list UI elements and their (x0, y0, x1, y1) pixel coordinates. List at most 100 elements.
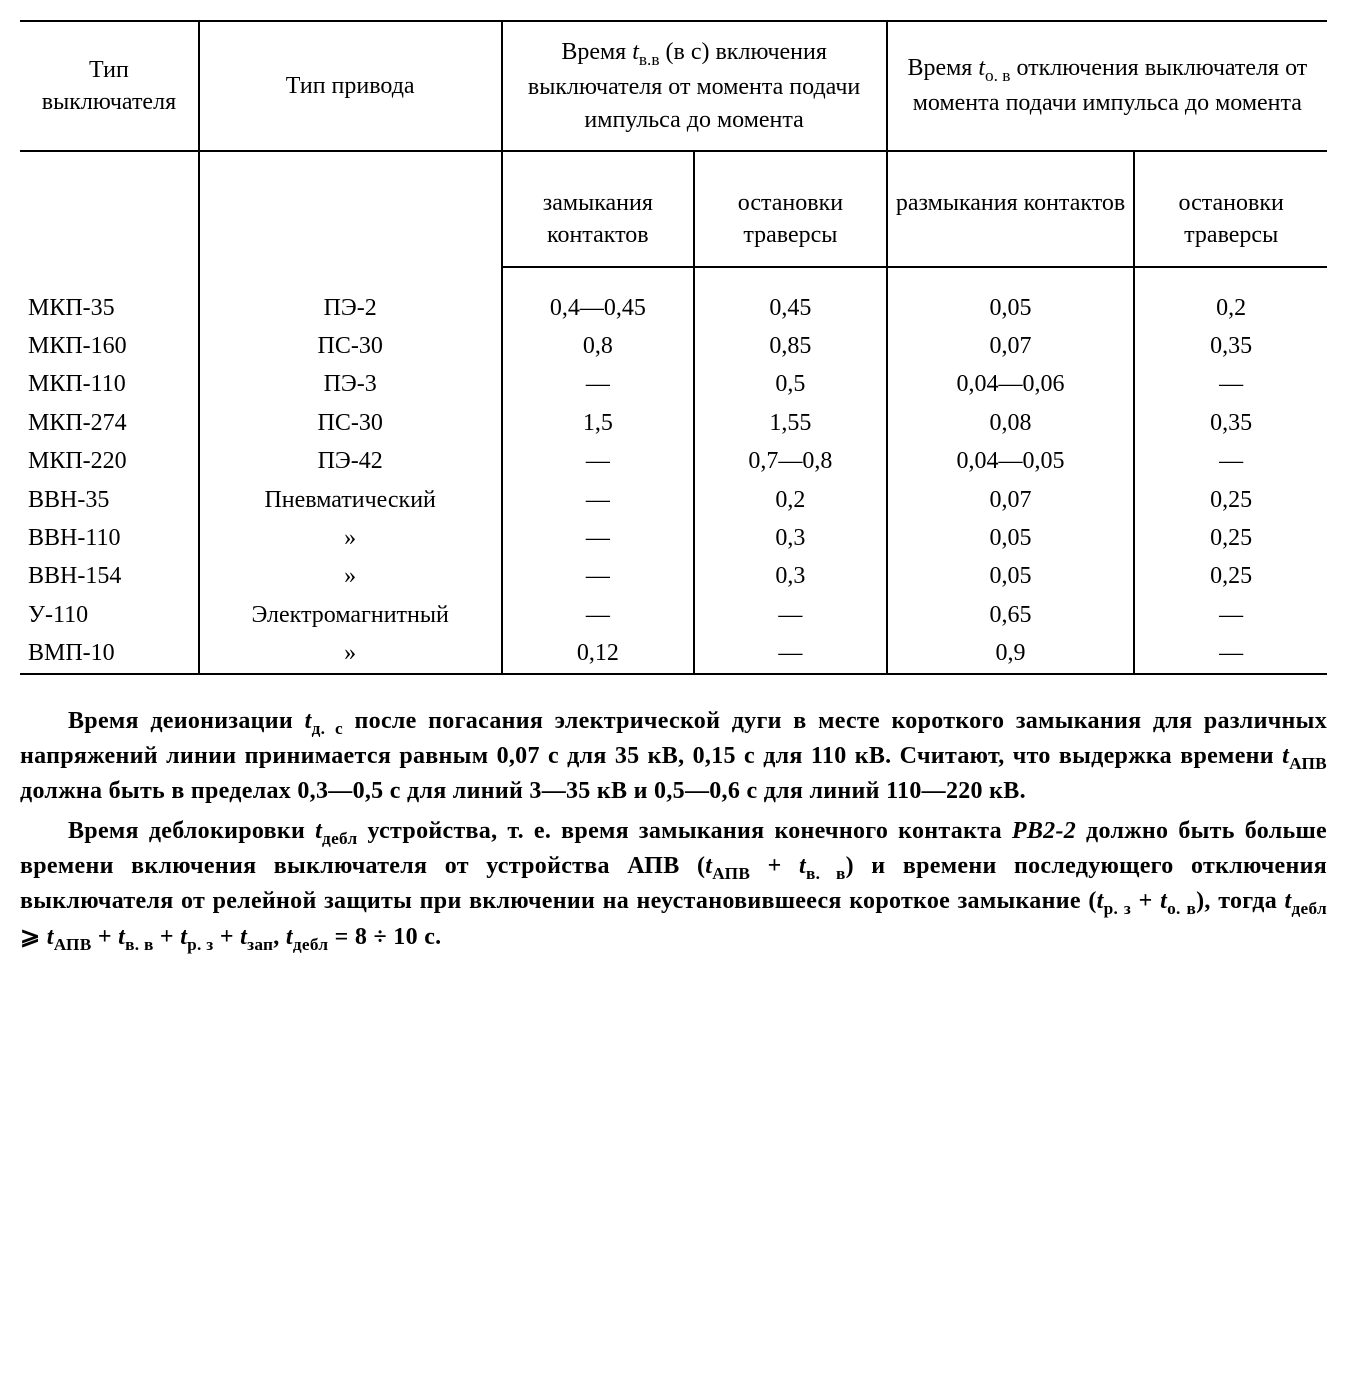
p2b: устройства, т. е. время замыкания конечн… (358, 818, 1012, 844)
paragraph-deionization: Время деионизации tд. с после погасания … (20, 705, 1327, 808)
cell-drive: ПЭ-2 (199, 289, 502, 327)
th-close-contacts: замыкания контактов (502, 173, 695, 267)
cell-oc: 0,08 (887, 404, 1135, 442)
p2-sub7: АПВ (54, 934, 92, 953)
th-open-time-var: t (978, 55, 985, 81)
th-close-time-var: t (632, 39, 639, 65)
table-row: ВВН-35 Пневматический — 0,2 0,07 0,25 (20, 481, 1327, 519)
cell-ct: 0,3 (694, 557, 887, 595)
cell-oc: 0,07 (887, 327, 1135, 365)
th-open-time-prefix: Время (907, 55, 978, 81)
th-breaker-type: Тип выключателя (20, 21, 199, 151)
th-close-traverse: остановки траверсы (694, 173, 887, 267)
p2-plus3: + (92, 924, 119, 950)
table-row: ВМП-10 » 0,12 — 0,9 — (20, 634, 1327, 673)
cell-drive: ПС-30 (199, 404, 502, 442)
p1a: Время деионизации (68, 708, 305, 734)
cell-ot: 0,2 (1134, 289, 1327, 327)
th-close-time-sub: в.в (639, 50, 660, 69)
p2-sub8: в. в (125, 934, 153, 953)
p2-sub1: дебл (322, 829, 358, 848)
breaker-table: Тип выключателя Тип привода Время tв.в (… (20, 20, 1327, 675)
cell-oc: 0,05 (887, 519, 1135, 557)
cell-drive: » (199, 519, 502, 557)
cell-cc: 0,8 (502, 327, 695, 365)
cell-ot: — (1134, 442, 1327, 480)
cell-oc: 0,05 (887, 557, 1135, 595)
p2-sub2: АПВ (712, 864, 750, 883)
p2e: ), тогда (1196, 888, 1284, 914)
cell-breaker: МКП-160 (20, 327, 199, 365)
cell-cc: — (502, 557, 695, 595)
cell-ct: — (694, 596, 887, 634)
cell-ot: — (1134, 596, 1327, 634)
cell-drive: » (199, 557, 502, 595)
cell-cc: — (502, 481, 695, 519)
p1c: должна быть в пределах 0,3—0,5 с для лин… (20, 778, 1026, 804)
th-empty-2 (199, 173, 502, 267)
cell-breaker: МКП-274 (20, 404, 199, 442)
cell-ct: 1,55 (694, 404, 887, 442)
cell-oc: 0,9 (887, 634, 1135, 673)
table-row: МКП-110 ПЭ-3 — 0,5 0,04—0,06 — (20, 365, 1327, 403)
table-row: МКП-35 ПЭ-2 0,4—0,45 0,45 0,05 0,2 (20, 289, 1327, 327)
cell-breaker: ВМП-10 (20, 634, 199, 673)
cell-ot: — (1134, 365, 1327, 403)
p2-plus5: + (214, 924, 241, 950)
cell-oc: 0,04—0,06 (887, 365, 1135, 403)
cell-ct: 0,5 (694, 365, 887, 403)
p2-em: РВ2-2 (1012, 818, 1076, 844)
cell-ot: 0,35 (1134, 404, 1327, 442)
p1-sub1: д. с (312, 718, 343, 737)
p2-plus1: + (750, 853, 799, 879)
th-close-time-prefix: Время (561, 39, 632, 65)
cell-drive: Пневматический (199, 481, 502, 519)
p2-sub6: дебл (1292, 899, 1328, 918)
p1-var1: t (305, 708, 312, 734)
p1-sub2: АПВ (1289, 754, 1327, 773)
cell-cc: 0,4—0,45 (502, 289, 695, 327)
cell-oc: 0,07 (887, 481, 1135, 519)
th-empty-1 (20, 173, 199, 267)
cell-drive: » (199, 634, 502, 673)
p2-sub4: р. з (1104, 899, 1132, 918)
th-drive-type: Тип привода (199, 21, 502, 151)
cell-breaker: МКП-220 (20, 442, 199, 480)
cell-ct: 0,85 (694, 327, 887, 365)
cell-drive: Электромагнитный (199, 596, 502, 634)
cell-ot: 0,35 (1134, 327, 1327, 365)
th-open-contacts: размыкания контактов (887, 173, 1135, 267)
paragraph-deblocking: Время деблокировки tдебл устройства, т. … (20, 815, 1327, 956)
th-open-traverse: остановки траверсы (1134, 173, 1327, 267)
cell-oc: 0,05 (887, 289, 1135, 327)
table-row: МКП-220 ПЭ-42 — 0,7—0,8 0,04—0,05 — (20, 442, 1327, 480)
table-row: У-110 Электромагнитный — — 0,65 — (20, 596, 1327, 634)
cell-cc: — (502, 365, 695, 403)
p2-var1: t (315, 818, 322, 844)
cell-ct: 0,45 (694, 289, 887, 327)
p2-var6: t (1285, 888, 1292, 914)
cell-ct: 0,3 (694, 519, 887, 557)
th-open-time-sub: о. в (985, 66, 1010, 85)
cell-ot: 0,25 (1134, 481, 1327, 519)
p2-sub11: дебл (293, 934, 329, 953)
cell-breaker: МКП-110 (20, 365, 199, 403)
cell-breaker: ВВН-154 (20, 557, 199, 595)
cell-cc: — (502, 519, 695, 557)
p2-plus4: + (154, 924, 181, 950)
p2-sub3: в. в (806, 864, 846, 883)
cell-cc: 0,12 (502, 634, 695, 673)
cell-drive: ПС-30 (199, 327, 502, 365)
p2-ge: ⩾ (20, 924, 47, 950)
p2a: Время деблокировки (68, 818, 315, 844)
cell-breaker: ВВН-110 (20, 519, 199, 557)
cell-breaker: МКП-35 (20, 289, 199, 327)
p2-eq: = 8 ÷ 10 с. (328, 924, 441, 950)
th-close-time: Время tв.в (в с) включения выключателя о… (502, 21, 887, 151)
cell-ot: 0,25 (1134, 557, 1327, 595)
cell-cc: — (502, 442, 695, 480)
p2-sub5: о. в (1167, 899, 1196, 918)
cell-ot: 0,25 (1134, 519, 1327, 557)
cell-breaker: ВВН-35 (20, 481, 199, 519)
cell-ct: — (694, 634, 887, 673)
